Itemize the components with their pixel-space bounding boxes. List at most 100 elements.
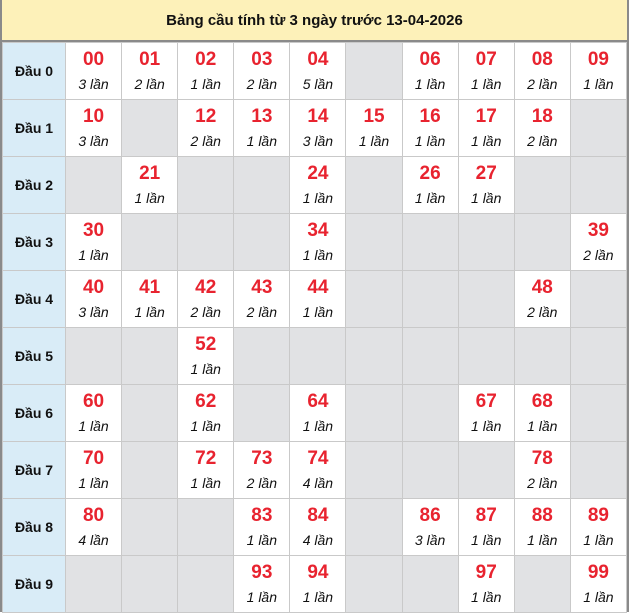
empty-cell <box>289 327 347 385</box>
number-cell: 60 1 lần <box>64 384 123 442</box>
row-label: Đầu 7 <box>2 441 66 499</box>
empty-cell <box>569 441 628 499</box>
lottery-number: 14 <box>307 106 329 127</box>
number-cell: 27 1 lần <box>457 156 515 214</box>
lottery-number: 40 <box>82 277 105 298</box>
occurrence-count: 1 lần <box>190 418 221 434</box>
occurrence-count: 3 lần <box>302 133 334 149</box>
occurrence-count: 4 lần <box>302 475 334 491</box>
lottery-number: 60 <box>82 391 105 412</box>
empty-cell <box>121 498 179 556</box>
lottery-number: 48 <box>531 277 553 298</box>
lottery-number: 72 <box>195 448 217 469</box>
number-cell: 64 1 lần <box>289 384 347 442</box>
empty-cell <box>513 213 571 271</box>
lottery-number: 97 <box>475 562 497 583</box>
number-cell: 17 1 lần <box>457 99 515 157</box>
occurrence-count: 1 lần <box>471 589 502 605</box>
number-cell: 84 4 lần <box>289 498 347 556</box>
lottery-number: 43 <box>251 277 273 298</box>
lottery-number: 62 <box>195 391 217 412</box>
number-cell: 14 3 lần <box>289 99 347 157</box>
lottery-number: 24 <box>307 163 329 184</box>
empty-cell <box>401 327 459 385</box>
number-cell: 72 1 lần <box>177 441 235 499</box>
empty-cell <box>401 270 459 328</box>
row-label: Đầu 5 <box>2 327 66 385</box>
empty-cell <box>569 156 628 214</box>
lottery-number: 06 <box>419 49 441 70</box>
empty-cell <box>345 270 403 328</box>
empty-cell <box>233 384 291 442</box>
lottery-number: 13 <box>251 106 273 127</box>
lottery-number: 42 <box>195 277 217 298</box>
empty-cell <box>177 498 235 556</box>
occurrence-count: 1 lần <box>246 133 277 149</box>
number-cell: 18 2 lần <box>513 99 571 157</box>
empty-cell <box>401 441 459 499</box>
lottery-number: 74 <box>307 448 329 469</box>
table-row: Đầu 2 21 1 lần 24 1 lần 26 1 lần 27 1 lần <box>2 156 628 214</box>
lottery-number: 07 <box>475 49 497 70</box>
number-cell: 67 1 lần <box>457 384 515 442</box>
occurrence-count: 5 lần <box>302 76 334 92</box>
empty-cell <box>121 99 179 157</box>
occurrence-count: 2 lần <box>583 247 614 263</box>
number-cell: 03 2 lần <box>233 42 291 100</box>
lottery-number: 93 <box>251 562 273 583</box>
lottery-number: 70 <box>82 448 105 469</box>
empty-cell <box>177 156 235 214</box>
number-cell: 99 1 lần <box>569 555 628 613</box>
empty-cell <box>401 555 459 613</box>
lottery-number: 15 <box>363 106 385 127</box>
lottery-number: 01 <box>139 49 161 70</box>
empty-cell <box>64 327 123 385</box>
number-cell: 44 1 lần <box>289 270 347 328</box>
lottery-number: 39 <box>587 220 609 241</box>
empty-cell <box>513 327 571 385</box>
number-cell: 30 1 lần <box>64 213 123 271</box>
occurrence-count: 1 lần <box>302 418 334 434</box>
empty-cell <box>401 213 459 271</box>
empty-cell <box>569 384 628 442</box>
occurrence-count: 1 lần <box>471 532 502 548</box>
occurrence-count: 2 lần <box>527 304 558 320</box>
lottery-number: 21 <box>139 163 161 184</box>
lottery-number: 78 <box>531 448 553 469</box>
row-label: Đầu 8 <box>2 498 66 556</box>
row-label: Đầu 0 <box>2 42 66 100</box>
number-cell: 13 1 lần <box>233 99 291 157</box>
number-cell: 88 1 lần <box>513 498 571 556</box>
empty-cell <box>457 213 515 271</box>
lottery-number: 00 <box>82 49 105 70</box>
number-cell: 89 1 lần <box>569 498 628 556</box>
number-cell: 06 1 lần <box>401 42 459 100</box>
number-cell: 94 1 lần <box>289 555 347 613</box>
empty-cell <box>569 270 628 328</box>
occurrence-count: 2 lần <box>527 76 558 92</box>
occurrence-count: 1 lần <box>190 76 221 92</box>
lottery-number: 84 <box>307 505 329 526</box>
number-cell: 16 1 lần <box>401 99 459 157</box>
number-cell: 80 4 lần <box>64 498 123 556</box>
occurrence-count: 4 lần <box>302 532 334 548</box>
lottery-number: 08 <box>531 49 553 70</box>
cau-table: Đầu 0 00 3 lần 01 2 lần 02 1 lần 03 2 lần 04 5 lần… <box>2 42 628 613</box>
occurrence-count: 1 lần <box>471 133 502 149</box>
lottery-number: 87 <box>475 505 497 526</box>
number-cell: 34 1 lần <box>289 213 347 271</box>
table-row: Đầu 9 93 1 lần 94 1 lần 97 1 lần 99 1 lần <box>2 555 628 613</box>
empty-cell <box>345 42 403 100</box>
number-cell: 42 2 lần <box>177 270 235 328</box>
number-cell: 52 1 lần <box>177 327 235 385</box>
number-cell: 87 1 lần <box>457 498 515 556</box>
occurrence-count: 2 lần <box>190 133 221 149</box>
occurrence-count: 1 lần <box>471 418 502 434</box>
occurrence-count: 3 lần <box>78 304 109 320</box>
empty-cell <box>345 327 403 385</box>
table-row: Đầu 6 60 1 lần 62 1 lần 64 1 lần 67 1 lần 68 1 lần <box>2 384 628 442</box>
occurrence-count: 2 lần <box>246 475 277 491</box>
occurrence-count: 1 lần <box>246 532 277 548</box>
number-cell: 93 1 lần <box>233 555 291 613</box>
number-cell: 21 1 lần <box>121 156 179 214</box>
